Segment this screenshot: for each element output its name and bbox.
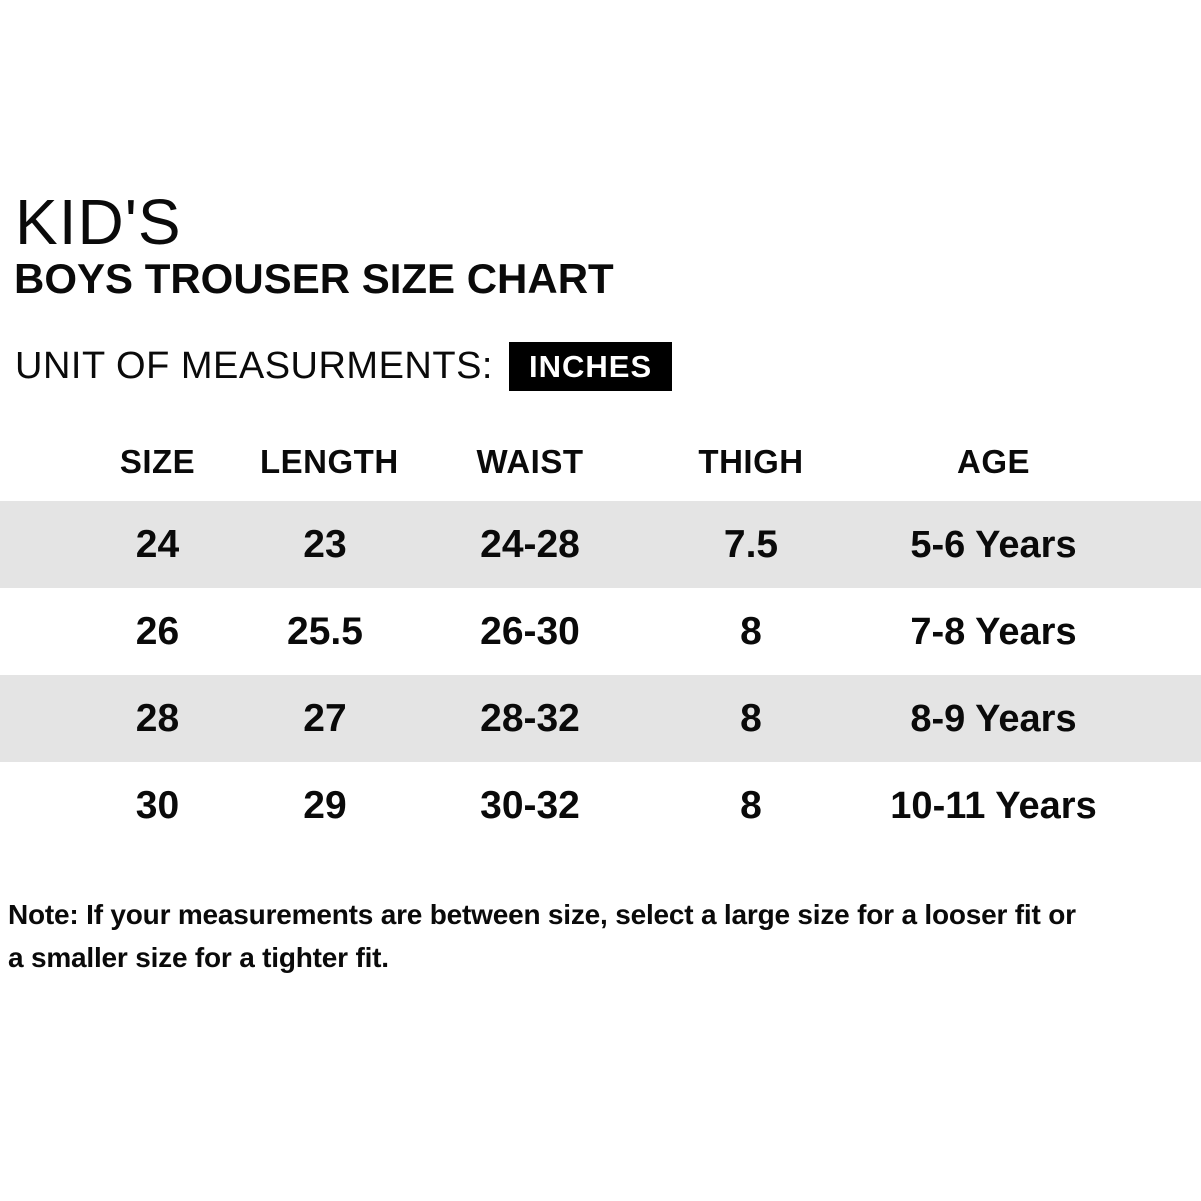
- cell-length: 25.5: [287, 610, 363, 653]
- table-row: 26 25.5 26-30 8 7-8 Years: [0, 588, 1201, 675]
- cell-waist: 30-32: [480, 784, 580, 827]
- cell-size: 30: [135, 784, 180, 827]
- cell-length: 23: [303, 523, 347, 566]
- cell-age: 5-6 Years: [910, 523, 1077, 566]
- column-header-waist: WAIST: [476, 442, 584, 480]
- cell-waist: 24-28: [480, 523, 580, 566]
- cell-age: 10-11 Years: [890, 784, 1097, 827]
- cell-age: 7-8 Years: [910, 610, 1077, 653]
- cell-thigh: 7.5: [723, 523, 779, 566]
- page-title: KID'S: [15, 186, 182, 258]
- column-header-length: LENGTH: [260, 442, 399, 480]
- table-row: 30 29 30-32 8 10-11 Years: [0, 762, 1201, 849]
- cell-waist: 28-32: [480, 697, 580, 740]
- column-header-thigh: THIGH: [698, 442, 804, 480]
- note-text: Note: If your measurements are between s…: [8, 893, 1076, 980]
- cell-waist: 26-30: [480, 610, 580, 653]
- size-table: SIZE LENGTH WAIST THIGH AGE 24 23 24-28 …: [0, 421, 1201, 849]
- cell-size: 26: [135, 610, 180, 653]
- column-header-size: SIZE: [119, 442, 196, 480]
- unit-of-measurement-line: UNIT OF MEASURMENTS: INCHES: [15, 340, 673, 392]
- cell-age: 8-9 Years: [910, 697, 1077, 740]
- page-subtitle: BOYS TROUSER SIZE CHART: [14, 255, 614, 302]
- cell-size: 24: [135, 523, 180, 566]
- note-line-1: Note: If your measurements are between s…: [8, 899, 1076, 930]
- column-header-age: AGE: [956, 442, 1030, 480]
- table-row: 28 27 28-32 8 8-9 Years: [0, 675, 1201, 762]
- note-line-2: a smaller size for a tighter fit.: [8, 942, 389, 974]
- table-header-row: SIZE LENGTH WAIST THIGH AGE: [0, 421, 1201, 501]
- table-row: 24 23 24-28 7.5 5-6 Years: [0, 501, 1201, 588]
- cell-size: 28: [135, 697, 180, 740]
- cell-thigh: 8: [740, 697, 762, 740]
- unit-label: UNIT OF MEASURMENTS:: [15, 344, 493, 387]
- cell-length: 29: [303, 784, 347, 827]
- cell-length: 27: [303, 697, 347, 740]
- cell-thigh: 8: [740, 610, 762, 653]
- unit-badge: INCHES: [509, 341, 673, 391]
- cell-thigh: 8: [740, 784, 762, 827]
